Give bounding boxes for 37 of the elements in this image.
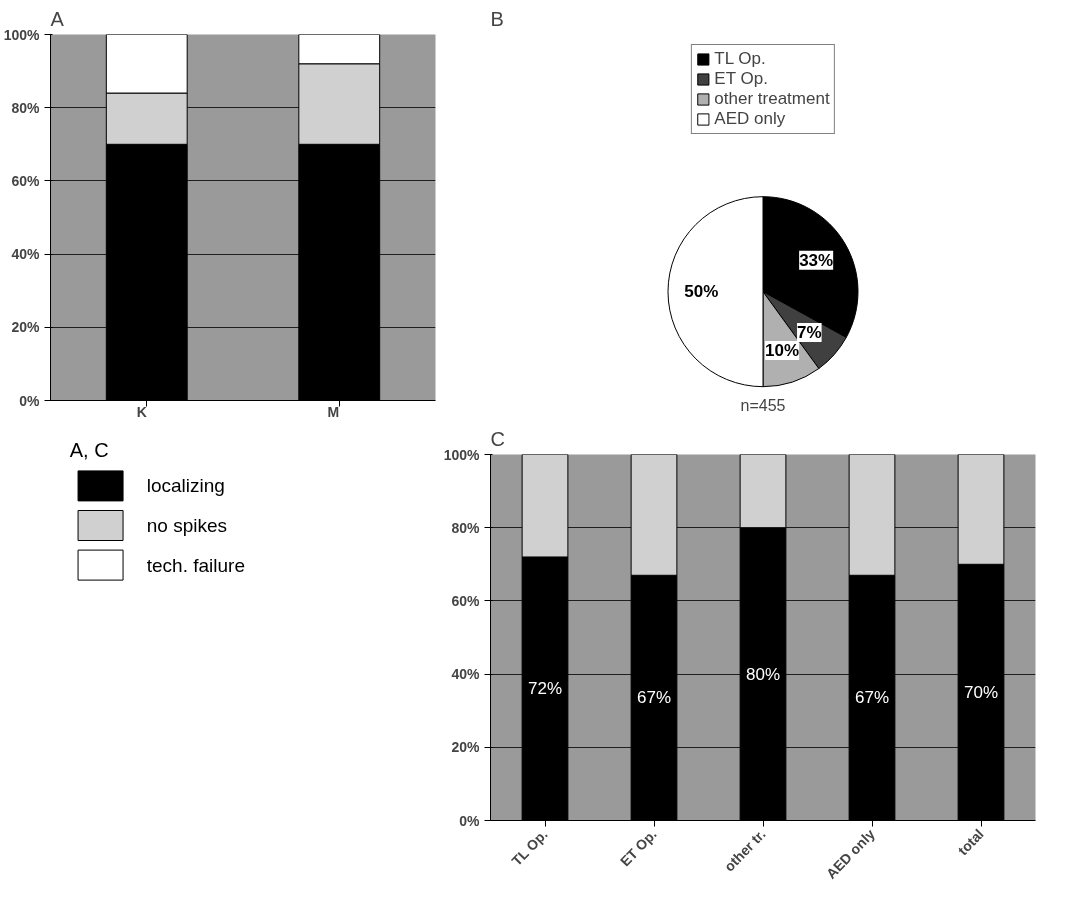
chart-title: C — [490, 427, 505, 450]
y-tick-label: 20% — [11, 319, 41, 336]
data-label: 50% — [684, 282, 719, 302]
data-label: 72% — [527, 679, 563, 699]
y-tick-label: 40% — [11, 246, 41, 263]
legend-title: A, C — [69, 438, 109, 461]
y-tick-label: 60% — [451, 592, 481, 609]
x-tick-label: K — [136, 403, 147, 420]
text: n=455 — [740, 396, 786, 414]
data-label: 7% — [797, 323, 822, 343]
y-tick-label: 100% — [3, 26, 41, 43]
x-tick-label: TL Op. — [508, 826, 551, 869]
y-tick-label: 100% — [443, 446, 481, 463]
legend-label: other treatment — [714, 89, 830, 109]
data-label: 10% — [765, 340, 800, 360]
legend-label: localizing — [146, 475, 225, 497]
x-tick-label: M — [327, 403, 340, 420]
data-label: 80% — [745, 664, 781, 684]
legend-label: no spikes — [146, 515, 228, 536]
x-tick-label: ET Op. — [616, 825, 660, 870]
y-tick-label: 0% — [19, 392, 41, 409]
y-tick-label: 80% — [11, 99, 41, 116]
data-label: 33% — [799, 250, 834, 270]
y-tick-label: 0% — [459, 812, 481, 829]
legend-label: tech. failure — [146, 554, 245, 576]
legend-label: ET Op. — [714, 69, 768, 89]
data-label: 67% — [636, 688, 672, 708]
chart-title: A — [50, 7, 65, 30]
legend-label: AED only — [714, 109, 786, 129]
y-tick-label: 60% — [11, 172, 41, 189]
y-tick-label: 20% — [451, 739, 481, 756]
data-label: 70% — [963, 682, 999, 702]
text: B — [490, 7, 504, 30]
y-tick-label: 80% — [451, 519, 481, 536]
y-tick-label: 40% — [451, 666, 481, 683]
data-label: 67% — [854, 688, 890, 708]
legend-label: TL Op. — [714, 49, 766, 69]
